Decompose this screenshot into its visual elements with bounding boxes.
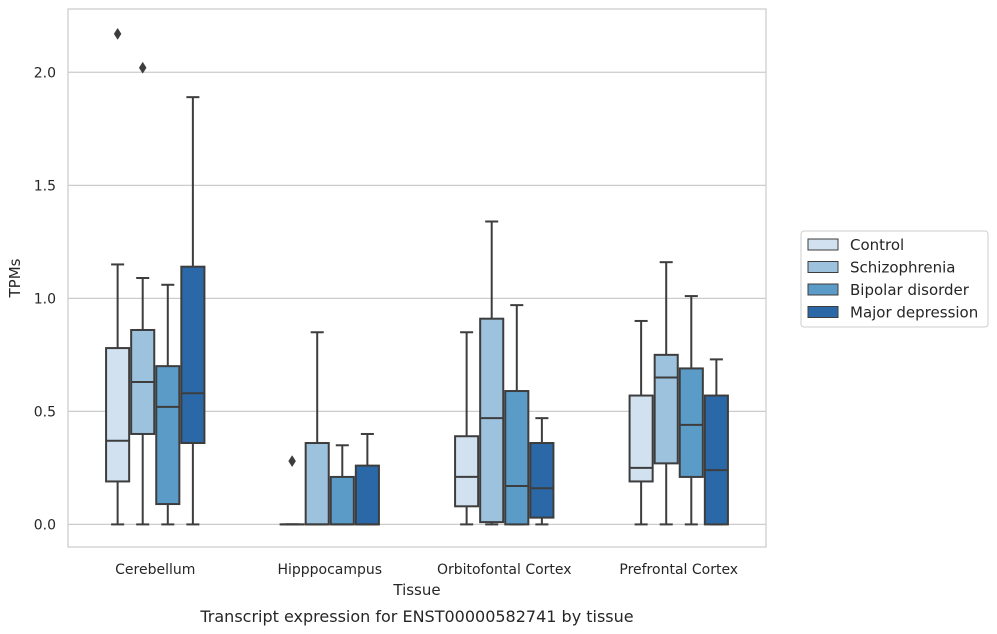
box-body (105, 347, 131, 483)
box (180, 96, 206, 526)
x-axis-title: Tissue (392, 581, 440, 599)
box-body (180, 265, 206, 445)
box (703, 358, 729, 526)
box-body (504, 390, 530, 526)
box (354, 432, 380, 526)
x-tick-labels: Cerebellum Hipppocampus Orbitofontal Corte… (115, 562, 738, 578)
box-body (703, 394, 729, 526)
legend-label: Control (850, 236, 904, 254)
box-body (678, 367, 704, 478)
box (454, 331, 480, 526)
legend-frame (800, 230, 989, 328)
outlier-point (138, 61, 147, 74)
chart-caption: Transcript expression for ENST0000058274… (199, 607, 633, 626)
y-tick-label: 1.5 (34, 178, 56, 194)
y-axis-title: TPMs (6, 258, 24, 298)
y-tick-label: 0.0 (34, 517, 56, 533)
box-body (653, 353, 679, 465)
box-body (304, 442, 330, 526)
box-body (529, 442, 555, 519)
box (105, 27, 131, 526)
y-tick-labels: 0.0 0.5 1.0 1.5 2.0 (34, 65, 56, 533)
box (504, 304, 530, 526)
legend-item: Control (807, 236, 904, 254)
box-body (479, 317, 505, 524)
box (628, 319, 654, 526)
x-tick-label: Cerebellum (115, 562, 195, 578)
legend-swatch (807, 238, 839, 251)
box (279, 455, 305, 526)
y-tick-label: 0.5 (34, 404, 56, 420)
x-tick-label: Orbitofontal Cortex (437, 562, 572, 578)
box-body (628, 394, 654, 483)
outlier-point (113, 27, 122, 40)
legend-item: Bipolar disorder (807, 281, 970, 299)
box (678, 295, 704, 526)
boxes (105, 27, 729, 526)
box-body (155, 365, 181, 506)
y-tick-label: 1.0 (34, 291, 56, 307)
legend-item: Major depression (807, 304, 978, 322)
box-body (454, 435, 480, 508)
legend-item: Schizophrenia (807, 259, 955, 277)
box-body (329, 475, 355, 526)
legend-label: Major depression (850, 304, 978, 322)
box (329, 444, 355, 526)
y-tick-label: 2.0 (34, 65, 56, 81)
box (130, 61, 156, 526)
outlier-point (288, 455, 296, 468)
x-tick-label: Hipppocampus (277, 562, 382, 578)
box-body (354, 464, 380, 526)
legend: Control Schizophrenia Bipolar disorder Majo… (800, 230, 989, 328)
legend-swatch (807, 306, 839, 318)
box (304, 331, 330, 526)
legend-label: Bipolar disorder (850, 281, 970, 299)
box (653, 261, 679, 526)
x-tick-label: Prefrontal Cortex (619, 562, 738, 578)
legend-swatch (807, 283, 839, 296)
plot-frame (67, 8, 767, 548)
legend-swatch (807, 261, 839, 273)
box (479, 220, 505, 526)
legend-label: Schizophrenia (850, 259, 955, 277)
box (529, 417, 555, 526)
box (155, 283, 181, 526)
